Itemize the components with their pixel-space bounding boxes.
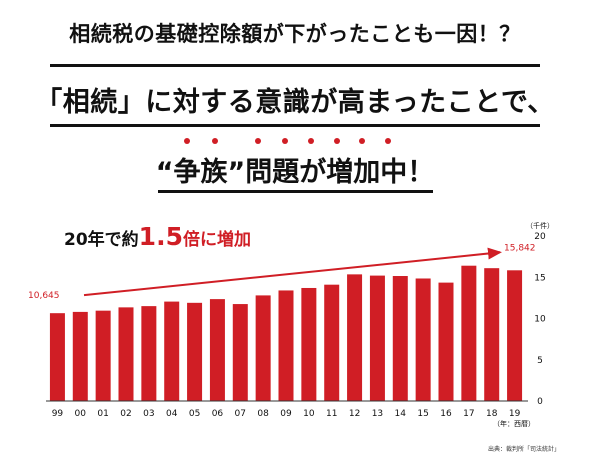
- x-tick-label: 13: [372, 409, 383, 419]
- bar: [392, 276, 408, 401]
- emphasis-dot: [385, 138, 391, 144]
- bar: [369, 275, 385, 401]
- emphasis-dot: [184, 138, 190, 144]
- emphasis-dot: [282, 138, 288, 144]
- trend-arrow: [83, 247, 502, 297]
- x-tick-label: 16: [440, 409, 452, 419]
- x-tick-label: 18: [486, 409, 498, 419]
- x-tick-label: 05: [189, 409, 200, 419]
- bar: [72, 311, 88, 401]
- end-value-label: 15,842: [504, 243, 536, 253]
- x-tick-label: 04: [166, 409, 178, 419]
- start-value-label: 10,645: [28, 291, 60, 301]
- divider-line: [50, 124, 540, 127]
- emphasis-dot: [334, 138, 340, 144]
- x-tick-label: 99: [52, 409, 64, 419]
- emphasis-dot: [255, 138, 261, 144]
- x-tick-label: 00: [75, 409, 87, 419]
- x-tick-label: 11: [326, 409, 337, 419]
- bar: [438, 282, 454, 401]
- x-tick-label: 12: [349, 409, 360, 419]
- bar: [164, 301, 180, 401]
- bar: [187, 302, 203, 401]
- bar: [415, 278, 431, 401]
- y-tick-label: 5: [537, 356, 543, 366]
- x-tick-label: 17: [463, 409, 474, 419]
- x-axis-unit-label: （年：西暦）: [493, 419, 535, 428]
- source-note: 出典：裁判所「司法統計」: [488, 446, 561, 453]
- x-tick-label: 08: [257, 409, 269, 419]
- x-tick-label: 15: [417, 409, 428, 419]
- headline-line3: “争族”問題が増加中！: [155, 157, 435, 188]
- divider-line: [50, 64, 540, 67]
- emphasis-dot: [212, 138, 218, 144]
- y-tick-label: 15: [534, 273, 545, 283]
- x-tick-label: 02: [120, 409, 131, 419]
- bar: [141, 306, 157, 401]
- bar: [324, 284, 340, 401]
- growth-note-suffix: 倍に増加: [182, 230, 251, 250]
- x-tick-label: 07: [235, 409, 246, 419]
- x-tick-label: 14: [395, 409, 407, 419]
- bar: [301, 287, 317, 401]
- bar: [278, 290, 294, 401]
- x-tick-label: 03: [143, 409, 154, 419]
- y-axis-unit-label: （千件）: [526, 221, 554, 230]
- growth-note: 20年で約1.5倍に増加: [64, 222, 251, 251]
- x-tick-label: 09: [280, 409, 292, 419]
- x-tick-label: 10: [303, 409, 315, 419]
- growth-note-prefix: 20年で約: [64, 230, 139, 250]
- x-tick-label: 06: [212, 409, 224, 419]
- emphasis-dot: [359, 138, 365, 144]
- bar: [507, 270, 523, 401]
- y-tick-label: 0: [537, 397, 543, 407]
- bar: [95, 310, 111, 401]
- x-tick-label: 01: [97, 409, 108, 419]
- y-tick-label: 10: [534, 315, 546, 325]
- bar: [209, 299, 225, 401]
- bar: [484, 268, 500, 401]
- emphasis-dot: [308, 138, 314, 144]
- bar: [347, 274, 363, 401]
- bar: [232, 304, 248, 401]
- headline-underline: [158, 190, 433, 193]
- y-tick-label: 20: [534, 232, 546, 242]
- growth-note-value: 1.5: [138, 222, 183, 251]
- bar: [461, 265, 477, 401]
- bar: [49, 313, 65, 401]
- headline-line2: 「相続」に対する意識が高まったことで、: [35, 87, 555, 118]
- headline-line1: 相続税の基礎控除額が下がったことも一因！？: [69, 22, 521, 46]
- bar: [118, 307, 134, 401]
- x-tick-label: 19: [509, 409, 521, 419]
- bar: [255, 295, 271, 401]
